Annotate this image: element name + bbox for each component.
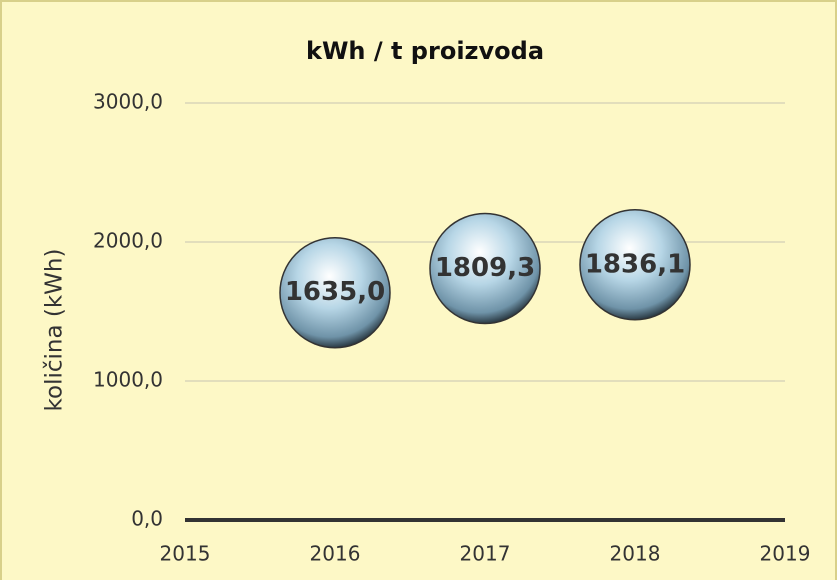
x-tick-label: 2017	[460, 542, 511, 566]
y-tick-label: 0,0	[131, 507, 163, 531]
data-label: 1809,3	[435, 253, 535, 283]
chart-title: kWh / t proizvoda	[306, 37, 544, 65]
x-tick-label: 2015	[160, 542, 211, 566]
x-tick-label: 2016	[310, 542, 361, 566]
y-tick-label: 3000,0	[93, 90, 163, 114]
x-tick-label: 2018	[610, 542, 661, 566]
bubble	[579, 209, 691, 321]
bubble	[429, 212, 541, 325]
x-tick-label: 2019	[760, 542, 811, 566]
y-tick-label: 2000,0	[93, 229, 163, 253]
data-label: 1635,0	[285, 277, 385, 307]
bubble	[279, 236, 391, 349]
data-label: 1836,1	[585, 249, 685, 279]
y-tick-label: 1000,0	[93, 368, 163, 392]
y-axis-label: količina (kWh)	[42, 249, 68, 412]
